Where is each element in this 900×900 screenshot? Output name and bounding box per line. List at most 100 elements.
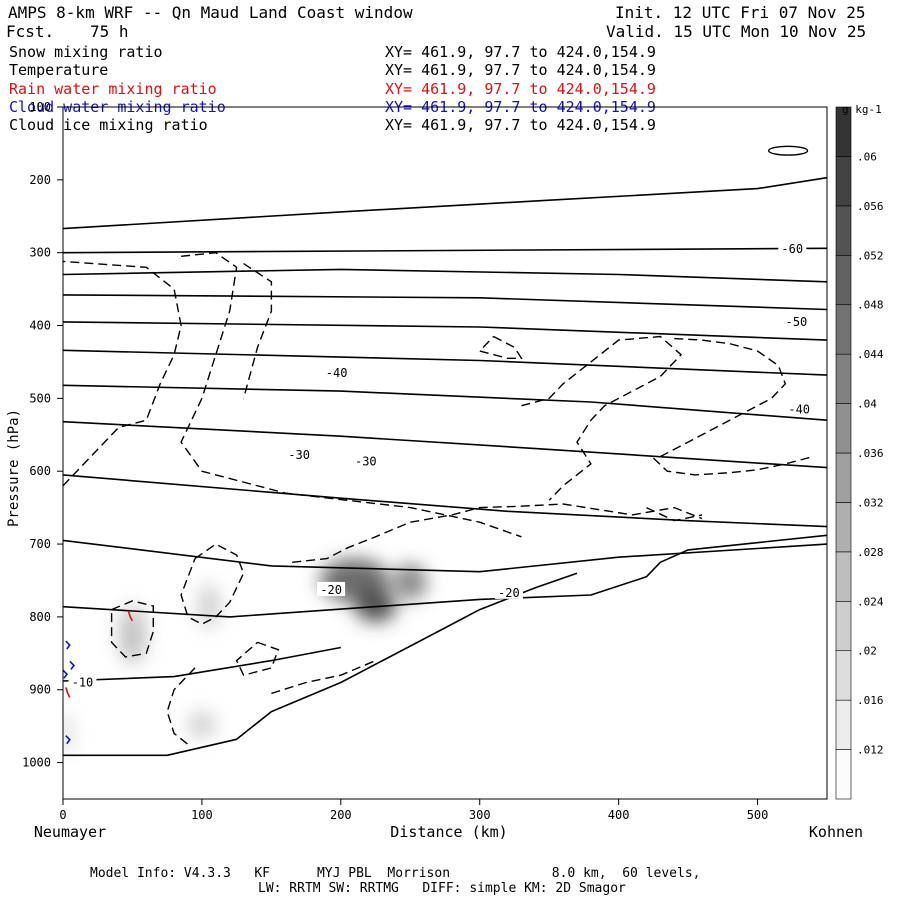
field-xy-cloud-ice: XY= 461.9, 97.7 to 424.0,154.9 [385,116,656,134]
isotherm-line [63,321,827,341]
x-tick-label: 100 [191,808,213,822]
isotherm-line [63,247,827,254]
x-right-location: Kohnen [809,823,863,841]
plot-frame [62,106,828,800]
snow-blob [188,711,216,738]
isotherm-line [63,294,827,311]
y-tick-label: 300 [29,246,51,260]
cloud-ice-contour [271,659,376,695]
y-tick-label: 900 [29,683,51,697]
isotherm-labels: -60 -50 -40 -40 -30 -30 -20 -20 -10 [68,241,814,689]
colorbar-swatch [835,403,852,454]
y-tick-label: 400 [29,319,51,333]
isotherm-label: -30 [288,448,310,462]
snow-blob [197,584,220,628]
isotherm-line [63,420,827,469]
colorbar-swatch [835,304,852,355]
isotherm-line [63,268,827,283]
colorbar-swatch [835,551,852,602]
cloud-ice-contour [292,503,703,563]
isotherm-line [63,534,827,618]
rain-water-mark [127,610,134,622]
cloud-water-mark [69,660,76,670]
snow-shading [63,558,427,756]
colorbar-label: .052 [857,249,884,262]
cloud-ice-contour [478,335,523,359]
x-tick-label: 0 [59,808,66,822]
colorbar-swatch [835,106,852,157]
cloud-water-mark [65,735,71,745]
colorbar-label: .036 [857,447,884,460]
colorbar-swatch [835,205,852,256]
snow-blob [63,711,73,756]
model-info-line1: Model Info: V4.3.3 KF MYJ PBL Morrison 8… [90,866,701,881]
isotherm-label-bg [68,674,97,689]
field-name-rain: Rain water mixing ratio [9,80,217,98]
y-axis-label: Pressure (hPa) [6,409,22,527]
colorbar-swatch [835,156,852,207]
colorbar-label: .032 [857,496,884,509]
cloud-ice-contour [521,335,683,501]
isotherm-label-bg [285,447,314,462]
x-left-location: Neumayer [34,823,106,841]
isotherm-label: -40 [788,402,810,416]
colorbar-label: .024 [857,595,884,608]
colorbar-label: .02 [857,645,877,658]
colorbar-label: .012 [857,744,884,757]
isotherm-line [63,474,827,528]
colorbar-swatch [835,254,852,306]
cloud-ice-contour [180,251,522,538]
cloud-ice-contour [166,667,196,745]
cloud-ice-contours [63,145,814,745]
snow-blob [118,605,147,665]
colorbar-swatch [835,502,852,553]
valid-time: Valid. 15 UTC Mon 10 Nov 25 [606,22,867,41]
forecast-hours: 75 h [90,22,129,41]
cloud-water-mark [63,669,69,679]
field-xy-snow: XY= 461.9, 97.7 to 424.0,154.9 [385,43,656,61]
isotherm-label-bg [322,364,351,379]
isotherm-label-bg [785,401,814,416]
rain-cloudwater-marks [63,610,134,745]
field-name-cloud-ice: Cloud ice mixing ratio [9,116,208,134]
x-tick-label: 400 [608,808,630,822]
cloud-ice-contour [242,263,273,399]
cloud-water-mark [65,640,71,650]
colorbar-unit: g kg-1 [842,103,882,116]
colorbar-label: .048 [857,299,884,312]
colorbar-swatch [835,699,852,750]
cloud-ice-contour [659,337,787,458]
colorbar-label: .016 [857,694,884,707]
cloud-ice-contour [652,455,814,476]
colorbar-label: .04 [857,398,877,411]
model-info-line2: LW: RRTM SW: RRTMG DIFF: simple KM: 2D S… [258,881,626,896]
isotherm-lines [63,176,827,757]
y-tick-label: 700 [29,537,51,551]
colorbar-label: .028 [857,546,884,559]
cloud-ice-contour [646,506,703,522]
isotherm-label: -20 [320,583,342,597]
rain-water-mark [65,687,71,698]
isotherm-label-bg [351,453,380,468]
x-tick-label: 500 [747,808,769,822]
colorbar-swatch [835,353,852,404]
isotherm-label-bg [317,581,346,596]
y-tick-label: 800 [29,610,51,624]
y-tick-label: 100 [29,100,51,114]
isotherm-line [63,539,827,573]
isotherm-line [63,572,578,757]
isotherm-label-bg [782,313,811,328]
colorbar-label: .044 [857,348,884,361]
isotherm-line [63,176,827,230]
isotherm-label-bg [778,241,807,256]
colorbar-swatch [835,600,852,652]
colorbar-label: .06 [857,150,877,163]
x-axis-label: Distance (km) [390,823,507,841]
figure-title: AMPS 8-km WRF -- Qn Maud Land Coast wind… [8,3,413,22]
isotherm-label: -50 [786,315,808,329]
field-xy-temperature: XY= 461.9, 97.7 to 424.0,154.9 [385,61,656,79]
colorbar-swatch [835,650,852,701]
x-tick-label: 200 [330,808,352,822]
